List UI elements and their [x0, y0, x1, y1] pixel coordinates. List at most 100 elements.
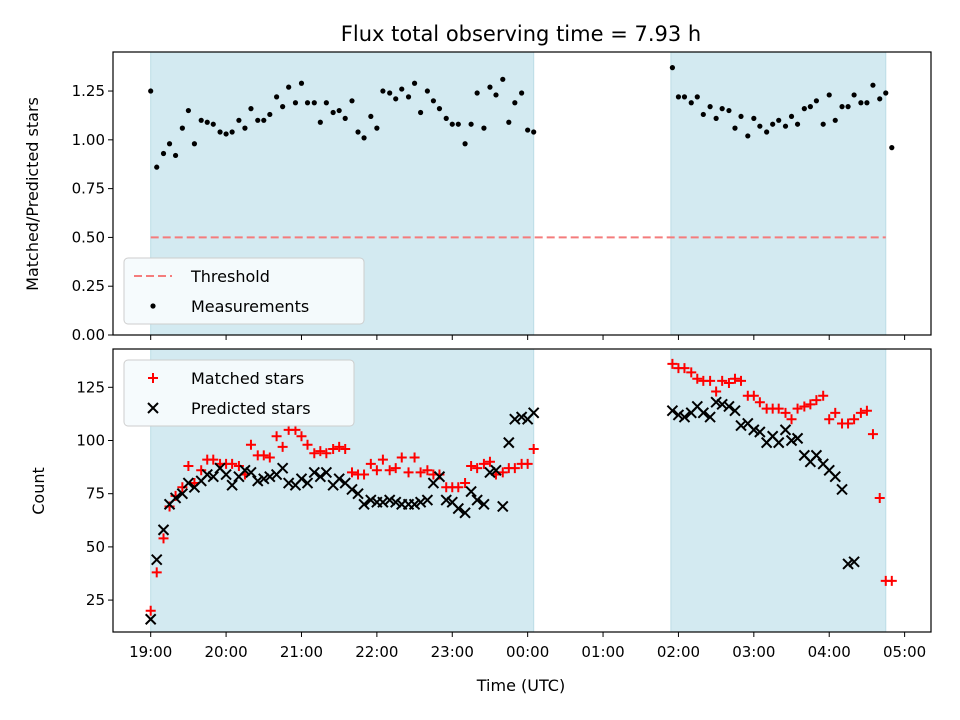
data-point — [459, 507, 471, 519]
data-point — [396, 452, 407, 463]
data-point — [352, 487, 364, 500]
data-point — [515, 411, 528, 423]
data-point — [512, 100, 518, 106]
data-point — [776, 117, 782, 123]
data-point — [242, 125, 248, 131]
data-point — [298, 80, 305, 86]
data-point — [390, 463, 401, 474]
data-point — [223, 131, 229, 137]
data-point — [519, 90, 525, 96]
x-axis-label: Time (UTC) — [476, 676, 565, 695]
data-point — [672, 409, 685, 421]
data-point — [258, 473, 270, 485]
data-point — [468, 121, 474, 127]
data-point — [705, 375, 716, 386]
data-point — [311, 100, 317, 106]
data-point — [478, 458, 489, 469]
data-point — [779, 424, 792, 436]
data-point — [748, 390, 759, 401]
data-point — [478, 498, 490, 511]
data-point — [811, 395, 822, 406]
data-point — [874, 492, 885, 503]
data-point — [274, 94, 280, 100]
data-point — [848, 556, 860, 568]
data-point — [317, 119, 323, 125]
data-point — [245, 466, 257, 479]
data-point — [773, 436, 785, 449]
data-point — [849, 414, 860, 425]
data-point — [282, 477, 295, 489]
legend-label: Measurements — [191, 297, 309, 316]
data-point — [500, 76, 506, 82]
x-tick-label: 19:00 — [129, 643, 172, 661]
data-point — [805, 399, 816, 410]
data-point — [799, 401, 810, 412]
data-point — [239, 464, 251, 476]
data-point — [493, 92, 499, 98]
data-point — [264, 452, 275, 463]
data-point — [867, 429, 878, 440]
data-point — [735, 419, 747, 432]
data-point — [826, 92, 832, 98]
data-point — [754, 426, 766, 438]
data-point — [864, 100, 870, 106]
data-point — [688, 100, 694, 106]
data-point — [179, 125, 185, 131]
data-point — [842, 558, 854, 570]
data-point — [829, 470, 841, 483]
data-point — [785, 434, 798, 447]
data-point — [328, 444, 339, 455]
data-point — [204, 119, 210, 125]
data-point — [745, 133, 751, 139]
data-point — [233, 461, 244, 472]
data-point — [309, 448, 320, 459]
data-point — [748, 424, 760, 436]
data-point — [525, 127, 531, 133]
data-point — [403, 467, 414, 478]
data-point — [716, 398, 728, 411]
data-point — [409, 452, 420, 463]
data-point — [801, 106, 807, 112]
y-tick-label: 1.25 — [72, 82, 105, 100]
data-point — [358, 498, 370, 511]
data-point — [371, 465, 382, 476]
legend-label: Predicted stars — [191, 399, 311, 418]
data-point — [436, 106, 443, 112]
data-point — [820, 121, 826, 127]
data-point — [474, 90, 480, 96]
x-tick-label: 01:00 — [581, 643, 624, 661]
data-point — [729, 373, 740, 384]
data-point — [780, 407, 791, 418]
data-point — [792, 403, 803, 414]
data-point — [292, 100, 299, 106]
data-point — [886, 575, 897, 586]
data-point — [490, 464, 502, 476]
data-point — [466, 461, 477, 472]
data-point — [528, 444, 539, 455]
data-point — [788, 113, 795, 120]
bottom-panel: 25 50 75 100 125 19:00 20:00 21:00 22:00 23:00 00:… — [76, 348, 932, 661]
legend-marker — [150, 303, 156, 309]
data-point — [700, 111, 706, 118]
data-point — [365, 458, 376, 469]
data-point — [271, 431, 282, 442]
y-tick-label: 0.75 — [72, 180, 105, 198]
data-point — [185, 107, 191, 114]
data-point — [261, 117, 267, 123]
data-point — [160, 150, 167, 157]
x-tick-label: 02:00 — [657, 643, 700, 661]
data-point — [191, 141, 198, 147]
data-point — [333, 473, 345, 485]
data-point — [527, 407, 540, 419]
data-point — [304, 100, 311, 106]
data-point — [694, 94, 700, 100]
observing-window-1 — [670, 348, 887, 633]
data-point — [818, 390, 829, 401]
y-tick-label: 125 — [76, 378, 105, 396]
data-point — [484, 466, 496, 479]
data-point — [678, 411, 691, 423]
legend-box — [123, 359, 355, 427]
series-measurements — [148, 65, 895, 170]
data-point — [201, 468, 213, 481]
data-point — [681, 94, 688, 100]
